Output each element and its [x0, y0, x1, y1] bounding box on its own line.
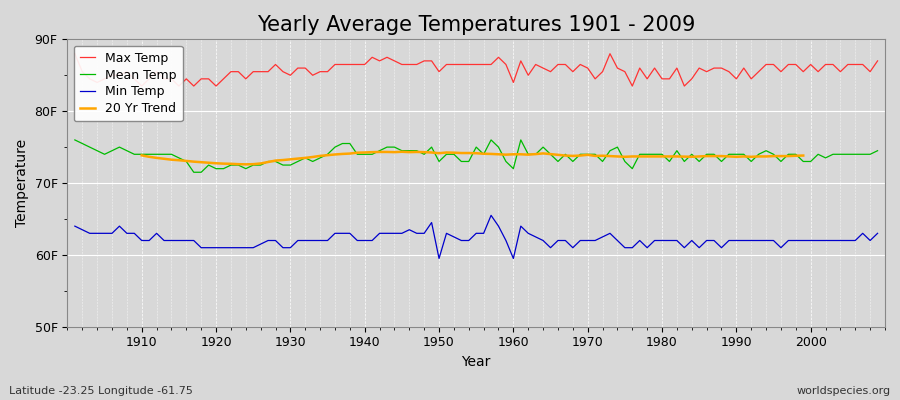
Max Temp: [300, 66, 310, 70]
Y-axis label: Temperature: Temperature: [15, 139, 29, 227]
Mean Temp: [188, 170, 199, 175]
Mean Temp: [605, 148, 616, 153]
Max Temp: [136, 84, 147, 88]
Legend: Max Temp, Mean Temp, Min Temp, 20 Yr Trend: Max Temp, Mean Temp, Min Temp, 20 Yr Tre…: [74, 46, 183, 121]
Mean Temp: [300, 156, 310, 160]
Min Temp: [523, 231, 534, 236]
Title: Yearly Average Temperatures 1901 - 2009: Yearly Average Temperatures 1901 - 2009: [257, 15, 696, 35]
20 Yr Trend: [345, 151, 356, 156]
Line: Mean Temp: Mean Temp: [75, 140, 878, 172]
Min Temp: [69, 224, 80, 228]
Min Temp: [292, 238, 303, 243]
Line: Min Temp: Min Temp: [75, 215, 878, 258]
Line: 20 Yr Trend: 20 Yr Trend: [141, 152, 803, 164]
X-axis label: Year: Year: [462, 355, 490, 369]
Min Temp: [129, 231, 140, 236]
Mean Temp: [69, 138, 80, 142]
Mean Temp: [516, 138, 526, 142]
Mean Temp: [508, 166, 518, 171]
Max Temp: [345, 62, 356, 67]
Min Temp: [337, 231, 347, 236]
20 Yr Trend: [797, 153, 808, 158]
Mean Temp: [872, 148, 883, 153]
Min Temp: [612, 238, 623, 243]
Max Temp: [508, 80, 518, 85]
Max Temp: [129, 76, 140, 81]
Max Temp: [872, 58, 883, 63]
Min Temp: [872, 231, 883, 236]
Min Temp: [516, 224, 526, 228]
20 Yr Trend: [716, 154, 727, 158]
20 Yr Trend: [136, 153, 147, 158]
20 Yr Trend: [701, 154, 712, 158]
20 Yr Trend: [783, 154, 794, 158]
Max Temp: [605, 51, 616, 56]
Max Temp: [69, 51, 80, 56]
Mean Temp: [345, 141, 356, 146]
20 Yr Trend: [397, 149, 408, 154]
20 Yr Trend: [226, 162, 237, 166]
Line: Max Temp: Max Temp: [75, 54, 878, 86]
Min Temp: [434, 256, 445, 261]
Mean Temp: [129, 152, 140, 157]
Min Temp: [486, 213, 497, 218]
Text: worldspecies.org: worldspecies.org: [796, 386, 891, 396]
20 Yr Trend: [240, 162, 251, 167]
20 Yr Trend: [612, 154, 623, 159]
Text: Latitude -23.25 Longitude -61.75: Latitude -23.25 Longitude -61.75: [9, 386, 193, 396]
Max Temp: [516, 58, 526, 63]
